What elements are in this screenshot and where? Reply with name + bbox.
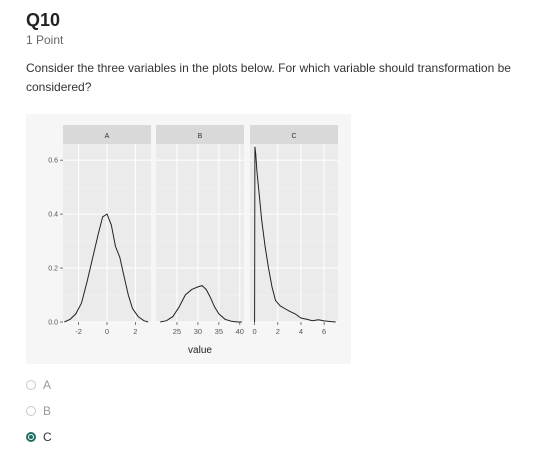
radio-circle-icon[interactable] bbox=[26, 432, 36, 442]
x-tick-label: 35 bbox=[215, 327, 223, 336]
option-label: A bbox=[43, 378, 51, 392]
option-b[interactable]: B bbox=[26, 398, 52, 424]
x-tick-label: 0 bbox=[105, 327, 109, 336]
x-tick-label: -2 bbox=[75, 327, 82, 336]
option-label: C bbox=[43, 430, 52, 444]
facet-label: C bbox=[291, 133, 296, 140]
x-tick-label: 2 bbox=[276, 327, 280, 336]
question-text: Consider the three variables in the plot… bbox=[26, 59, 546, 97]
question-points: 1 Point bbox=[26, 33, 63, 47]
x-tick-label: 2 bbox=[133, 327, 137, 336]
option-label: B bbox=[43, 404, 51, 418]
radio-circle-icon[interactable] bbox=[26, 406, 36, 416]
y-tick-label: 0.4 bbox=[48, 212, 58, 219]
y-tick-label: 0.2 bbox=[48, 266, 58, 273]
facet-label: B bbox=[198, 133, 203, 140]
x-tick-label: 4 bbox=[299, 327, 303, 336]
facet-label: A bbox=[105, 133, 110, 140]
radio-circle-icon[interactable] bbox=[26, 380, 36, 390]
density-plot-svg: A -2 0 2 B 25 30 35 40 C 0 2 4 6 0.0 0.2 0.4 0.6 value bbox=[26, 114, 351, 364]
answer-options: A B C bbox=[26, 372, 52, 450]
x-axis-label: value bbox=[188, 345, 212, 356]
x-tick-label: 25 bbox=[173, 327, 181, 336]
density-plot-figure: A -2 0 2 B 25 30 35 40 C 0 2 4 6 0.0 0.2 0.4 0.6 value bbox=[26, 114, 351, 364]
x-tick-label: 0 bbox=[253, 327, 257, 336]
option-a[interactable]: A bbox=[26, 372, 52, 398]
panel-background bbox=[156, 144, 244, 322]
question-title: Q10 bbox=[26, 10, 60, 31]
y-tick-label: 0.0 bbox=[48, 320, 58, 327]
y-tick-label: 0.6 bbox=[48, 158, 58, 165]
option-c[interactable]: C bbox=[26, 424, 52, 450]
x-tick-label: 40 bbox=[236, 327, 244, 336]
x-tick-label: 6 bbox=[322, 327, 326, 336]
x-tick-label: 30 bbox=[194, 327, 202, 336]
